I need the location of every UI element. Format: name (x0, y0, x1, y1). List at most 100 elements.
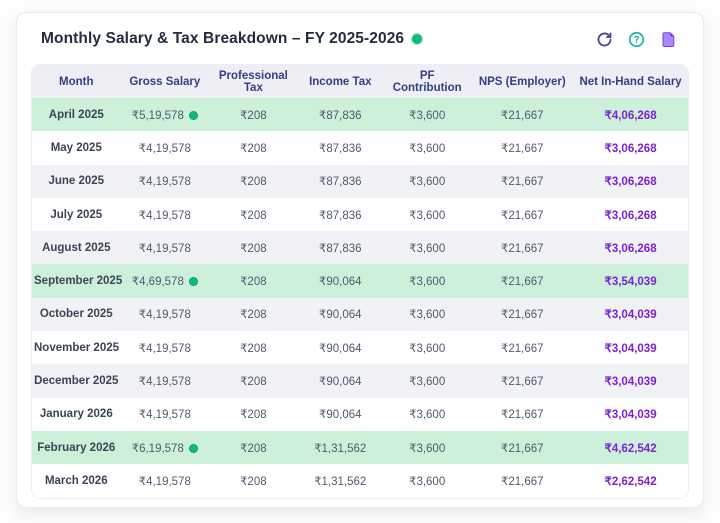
nps-employer-cell: ₹21,667 (501, 242, 544, 255)
net-salary-cell: ₹3,06,268 (604, 242, 657, 255)
gross-salary-value: ₹4,19,578 (138, 176, 191, 189)
month-cell: January 2026 (39, 408, 113, 421)
professional-tax-cell: ₹208 (240, 276, 267, 289)
nps-employer-cell: ₹21,667 (501, 376, 544, 389)
gross-salary-value: ₹4,19,578 (138, 376, 191, 389)
title-wrap: Monthly Salary & Tax Breakdown – FY 2025… (41, 30, 423, 48)
column-header: Income Tax (297, 65, 383, 98)
status-dot-icon (412, 34, 423, 44)
nps-employer-cell: ₹21,667 (501, 442, 544, 455)
table-row: August 2025 ₹4,19,578 ₹208 ₹87,836 ₹3,60… (32, 231, 688, 265)
export-document-button[interactable] (660, 31, 677, 48)
net-salary-cell: ₹3,04,039 (604, 376, 657, 389)
gross-salary-cell: ₹4,19,578 (121, 131, 210, 164)
net-salary-cell: ₹3,06,268 (604, 142, 657, 155)
gross-salary-value: ₹4,19,578 (138, 409, 191, 422)
net-salary-cell: ₹3,06,268 (604, 176, 657, 189)
income-tax-cell: ₹87,836 (319, 142, 362, 155)
pf-contribution-cell: ₹3,600 (409, 109, 446, 122)
gross-salary-value: ₹4,19,578 (138, 242, 191, 255)
nps-employer-cell: ₹21,667 (501, 409, 544, 422)
net-salary-cell: ₹3,04,039 (604, 309, 657, 322)
pf-contribution-cell: ₹3,600 (409, 342, 446, 355)
income-tax-cell: ₹1,31,562 (314, 475, 367, 488)
net-salary-cell: ₹3,54,039 (604, 276, 657, 289)
income-tax-cell: ₹90,064 (319, 276, 362, 289)
net-salary-cell: ₹4,62,542 (604, 442, 657, 455)
refresh-button[interactable] (596, 31, 613, 48)
bonus-indicator-icon (188, 277, 198, 287)
bonus-indicator-icon (188, 443, 198, 453)
nps-employer-cell: ₹21,667 (501, 309, 544, 322)
professional-tax-cell: ₹208 (240, 409, 267, 422)
income-tax-cell: ₹87,836 (319, 242, 362, 255)
gross-salary-value: ₹5,19,578 (131, 109, 184, 122)
professional-tax-cell: ₹208 (240, 142, 267, 155)
gross-salary-value: ₹4,69,578 (131, 276, 184, 289)
professional-tax-cell: ₹208 (240, 442, 267, 455)
gross-salary-value: ₹4,19,578 (138, 342, 191, 355)
table-row: January 2026 ₹4,19,578 ₹208 ₹90,064 ₹3,6… (32, 397, 688, 431)
table-row: July 2025 ₹4,19,578 ₹208 ₹87,836 ₹3,600 … (32, 197, 688, 232)
table-row: November 2025 ₹4,19,578 ₹208 ₹90,064 ₹3,… (32, 331, 688, 365)
refresh-icon (597, 32, 612, 46)
help-button[interactable]: ? (628, 31, 645, 48)
table-header-row: Month Gross Salary Professional Tax Income … (32, 65, 688, 98)
gross-salary-cell: ₹4,19,578 (121, 364, 210, 397)
month-cell: August 2025 (42, 241, 111, 254)
table-row: December 2025 ₹4,19,578 ₹208 ₹90,064 ₹3,… (32, 364, 688, 398)
column-header: Net In-Hand Salary (573, 65, 688, 98)
gross-salary-cell: ₹4,69,578 (121, 264, 210, 297)
gross-salary-cell: ₹4,19,578 (121, 198, 210, 231)
month-cell: October 2025 (39, 308, 113, 321)
column-header: Professional Tax (209, 65, 298, 98)
table-row: February 2026 ₹6,19,578 ₹208 ₹1,31,562 ₹… (32, 430, 688, 465)
income-tax-cell: ₹90,064 (319, 309, 362, 322)
gross-salary-cell: ₹4,19,578 (121, 331, 210, 364)
gross-salary-value: ₹6,19,578 (131, 442, 184, 455)
card-header: Monthly Salary & Tax Breakdown – FY 2025… (41, 30, 681, 48)
pf-contribution-cell: ₹3,600 (409, 142, 446, 155)
salary-table-container: Month Gross Salary Professional Tax Income … (31, 64, 689, 499)
gross-salary-cell: ₹4,19,578 (121, 398, 210, 431)
table-body: April 2025 ₹5,19,578 ₹208 ₹87,836 ₹3,600… (32, 98, 688, 498)
professional-tax-cell: ₹208 (240, 176, 267, 189)
net-salary-cell: ₹3,06,268 (604, 209, 657, 222)
gross-salary-value: ₹4,19,578 (138, 142, 191, 155)
net-salary-cell: ₹3,04,039 (604, 409, 657, 422)
month-cell: March 2026 (44, 474, 108, 487)
income-tax-cell: ₹1,31,562 (314, 442, 367, 455)
salary-table: Month Gross Salary Professional Tax Income … (32, 65, 688, 498)
pf-contribution-cell: ₹3,600 (409, 442, 446, 455)
nps-employer-cell: ₹21,667 (501, 109, 544, 122)
salary-breakdown-card: Monthly Salary & Tax Breakdown – FY 2025… (16, 12, 704, 508)
table-row: May 2025 ₹4,19,578 ₹208 ₹87,836 ₹3,600 ₹… (32, 131, 688, 165)
help-icon: ? (628, 31, 645, 47)
net-salary-cell: ₹3,04,039 (604, 342, 657, 355)
column-header: PF Contribution (382, 65, 472, 98)
income-tax-cell: ₹90,064 (319, 376, 362, 389)
gross-salary-cell: ₹4,19,578 (121, 298, 210, 331)
income-tax-cell: ₹90,064 (319, 409, 362, 422)
gross-salary-value: ₹4,19,578 (138, 475, 191, 488)
gross-salary-cell: ₹6,19,578 (121, 431, 210, 464)
table-row: September 2025 ₹4,69,578 ₹208 ₹90,064 ₹3… (32, 264, 688, 298)
nps-employer-cell: ₹21,667 (501, 142, 544, 155)
month-cell: April 2025 (48, 108, 104, 121)
professional-tax-cell: ₹208 (240, 242, 267, 255)
net-salary-cell: ₹2,62,542 (604, 475, 657, 488)
pf-contribution-cell: ₹3,600 (409, 242, 446, 255)
gross-salary-value: ₹4,19,578 (138, 209, 191, 222)
month-cell: June 2025 (48, 175, 105, 188)
income-tax-cell: ₹87,836 (319, 176, 362, 189)
page-title: Monthly Salary & Tax Breakdown – FY 2025… (41, 30, 405, 47)
month-cell: July 2025 (50, 208, 103, 221)
nps-employer-cell: ₹21,667 (501, 176, 544, 189)
professional-tax-cell: ₹208 (240, 209, 267, 222)
pf-contribution-cell: ₹3,600 (409, 209, 446, 222)
professional-tax-cell: ₹208 (240, 109, 267, 122)
income-tax-cell: ₹87,836 (319, 209, 362, 222)
professional-tax-cell: ₹208 (240, 309, 267, 322)
gross-salary-cell: ₹4,19,578 (121, 231, 210, 264)
pf-contribution-cell: ₹3,600 (409, 176, 446, 189)
